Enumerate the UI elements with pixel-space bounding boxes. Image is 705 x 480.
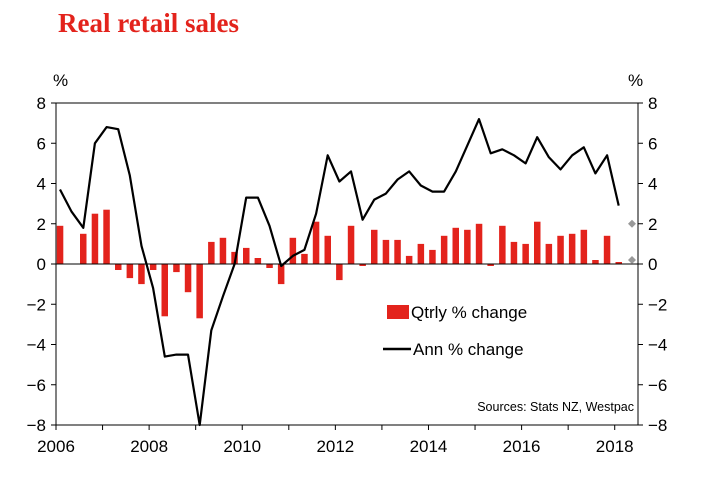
qtrly-bar [196, 264, 203, 319]
x-axis: 2006 2008 2010 2012 2014 2016 2018 [37, 425, 634, 456]
qtrly-bar [80, 233, 87, 264]
qtrly-bar [138, 264, 145, 285]
qtrly-bar [382, 239, 390, 264]
x-tick-label: 2006 [37, 437, 75, 456]
right-tick-label: −2 [648, 295, 667, 314]
left-tick-label: −8 [27, 416, 46, 435]
qtrly-bar [464, 229, 471, 264]
qtrly-bar [312, 221, 320, 264]
bar-series [56, 209, 622, 319]
forecast-markers [628, 219, 636, 264]
qtrly-bar [615, 262, 622, 264]
qtrly-bar [219, 237, 227, 264]
legend: Qtrly % change Ann % change [383, 303, 527, 359]
qtrly-bar [499, 225, 506, 264]
qtrly-bar [254, 258, 262, 264]
x-tick-label: 2018 [596, 437, 634, 456]
right-tick-label: 2 [648, 215, 657, 234]
qtrly-bar [371, 229, 378, 264]
qtrly-bar [149, 264, 157, 270]
x-tick-label: 2010 [223, 437, 261, 456]
qtrly-bar [545, 243, 553, 264]
left-tick-label: 2 [37, 215, 46, 234]
qtrly-bar [417, 243, 425, 264]
qtrly-bar [336, 264, 343, 281]
qtrly-bar [475, 223, 483, 265]
x-tick-label: 2014 [410, 437, 448, 456]
qtrly-bar [173, 264, 180, 273]
left-tick-label: −6 [27, 376, 46, 395]
right-tick-label: −6 [648, 376, 667, 395]
qtrly-bar [603, 235, 611, 264]
qtrly-bar [394, 239, 401, 264]
right-tick-label: 0 [648, 255, 657, 274]
qtrly-bar [429, 249, 436, 264]
right-tick-label: 6 [648, 134, 657, 153]
qtrly-bar [440, 235, 448, 264]
qtrly-bar [522, 243, 529, 264]
qtrly-bar [266, 264, 273, 268]
right-tick-label: 8 [648, 94, 657, 113]
ann-change-line [59, 117, 620, 427]
left-tick-label: 8 [37, 94, 46, 113]
qtrly-bar [405, 255, 413, 264]
qtrly-bar [103, 209, 110, 264]
qtrly-bar [289, 237, 297, 264]
qtrly-bar [580, 229, 588, 264]
qtrly-bar [91, 213, 99, 264]
qtrly-bar [557, 235, 564, 264]
legend-line-label: Ann % change [413, 340, 524, 359]
qtrly-bar [208, 241, 215, 264]
x-tick-label: 2016 [503, 437, 541, 456]
right-y-axis: 8 6 4 2 0 −2 −4 −6 −8 [638, 94, 667, 435]
legend-bar-label: Qtrly % change [411, 303, 527, 322]
chart-title: Real retail sales [58, 8, 239, 38]
qtrly-bar [184, 264, 192, 293]
qtrly-bar [487, 264, 494, 266]
qtrly-bar [243, 247, 250, 264]
qtrly-bar [510, 241, 518, 264]
forecast-marker [628, 255, 636, 264]
left-tick-label: 4 [37, 175, 46, 194]
legend-bar-swatch [387, 305, 409, 319]
left-tick-label: −2 [27, 295, 46, 314]
qtrly-bar [277, 264, 285, 285]
qtrly-bar [568, 233, 576, 264]
right-unit-label: % [628, 71, 643, 90]
left-y-axis: 8 6 4 2 0 −2 −4 −6 −8 [27, 94, 56, 435]
right-tick-label: −8 [648, 416, 667, 435]
right-tick-label: −4 [648, 336, 667, 355]
qtrly-bar [126, 264, 134, 279]
qtrly-bar [161, 264, 168, 317]
qtrly-bar [301, 253, 308, 264]
x-tick-label: 2008 [130, 437, 168, 456]
qtrly-bar [534, 221, 541, 264]
left-tick-label: 0 [37, 255, 46, 274]
right-tick-label: 4 [648, 175, 657, 194]
forecast-marker [628, 219, 636, 228]
qtrly-bar [324, 235, 331, 264]
qtrly-bar [359, 264, 366, 266]
qtrly-bar [56, 225, 64, 264]
left-unit-label: % [53, 71, 68, 90]
qtrly-bar [592, 260, 599, 264]
source-note: Sources: Stats NZ, Westpac [477, 400, 634, 414]
qtrly-bar [115, 264, 122, 270]
qtrly-bar [452, 227, 459, 264]
left-tick-label: 6 [37, 134, 46, 153]
qtrly-bar [347, 225, 355, 264]
left-tick-label: −4 [27, 336, 46, 355]
x-tick-label: 2012 [316, 437, 354, 456]
